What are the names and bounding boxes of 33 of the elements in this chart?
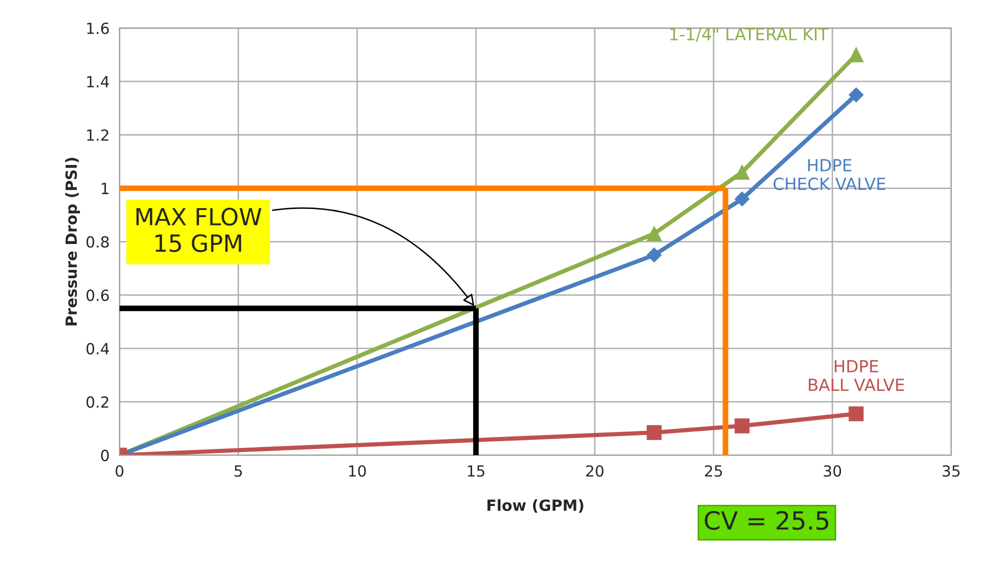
y-tick-label: 1.4 [87,76,109,88]
y-tick-label: 1.6 [87,22,109,34]
point [646,248,662,262]
series-label: HDPE BALL VALVE [808,360,904,391]
x-tick-label: 30 [824,465,842,477]
x-tick-label: 10 [349,465,366,477]
x-tick-label: 15 [468,465,484,477]
point [646,425,662,440]
y-tick-label: 0.6 [86,290,109,302]
y-tick-label: 0.2 [86,396,108,408]
point [734,164,750,180]
series-label: HDPE CHECK VALVE [774,159,886,190]
y-tick-label: 1.2 [87,129,108,141]
x-tick-label: 0 [116,465,124,477]
y-tick-label: 0.4 [86,342,109,354]
x-tick-label: 25 [704,465,722,477]
text: CV = 25.5 [704,511,828,530]
point [646,226,662,242]
point [734,192,750,206]
y-tick-label: 0.8 [86,236,109,248]
point [848,87,864,102]
y-axis-title: Pressure Drop (PSI) [65,158,80,326]
point [734,418,750,434]
x-tick-label: 5 [234,465,242,477]
point [848,47,864,62]
y-tick-label: 0 [101,450,109,462]
x-tick-label: 35 [942,465,960,477]
x-tick-label: 20 [586,465,604,477]
x-axis-title: Flow (GPM) [488,499,584,513]
annotation: MAX FLOW 15 GPM [136,208,262,252]
y-tick-label: 1 [102,182,108,194]
point [848,406,864,422]
series-label: 1-1/4" LATERAL KIT [670,28,828,42]
